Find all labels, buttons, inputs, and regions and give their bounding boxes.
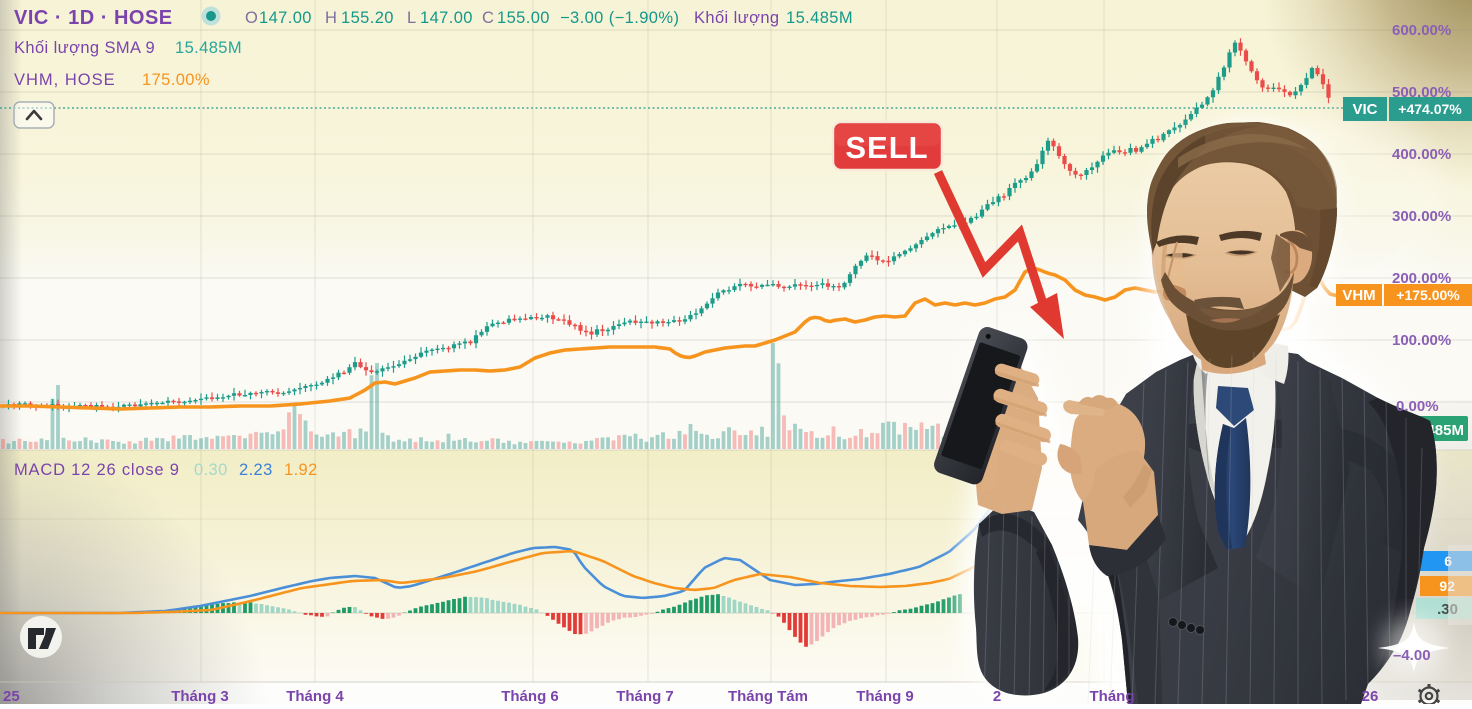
svg-text:175.00%: 175.00% (142, 71, 210, 89)
svg-text:500.00%: 500.00% (1392, 84, 1451, 101)
svg-text:155.00: 155.00 (497, 9, 550, 27)
svg-text:+175.00%: +175.00% (1396, 287, 1460, 303)
svg-text:15.485M: 15.485M (175, 39, 242, 57)
svg-text:600.00%: 600.00% (1392, 22, 1451, 39)
svg-text:O: O (245, 9, 258, 27)
svg-text:Khối lượng SMA 9: Khối lượng SMA 9 (14, 39, 155, 57)
svg-text:+474.07%: +474.07% (1398, 101, 1462, 117)
svg-text:Tháng 4: Tháng 4 (286, 688, 344, 704)
svg-text:Tháng Tám: Tháng Tám (728, 688, 808, 704)
svg-text:1.92: 1.92 (284, 461, 318, 479)
svg-text:485M: 485M (1426, 422, 1464, 439)
svg-text:SELL: SELL (845, 130, 928, 165)
svg-text:C: C (482, 9, 494, 27)
svg-text:Tháng: Tháng (1090, 688, 1135, 704)
svg-text:Tháng 9: Tháng 9 (856, 688, 914, 704)
svg-text:155.20: 155.20 (341, 9, 394, 27)
svg-text:300.00%: 300.00% (1392, 208, 1451, 225)
svg-text:26: 26 (1362, 688, 1379, 704)
svg-text:VIC · 1D · HOSE: VIC · 1D · HOSE (14, 7, 173, 29)
svg-text:VHM, HOSE: VHM, HOSE (14, 71, 116, 89)
svg-text:MACD 12 26 close 9: MACD 12 26 close 9 (14, 461, 180, 479)
svg-text:15.485M: 15.485M (786, 9, 853, 27)
svg-text:L: L (407, 9, 417, 27)
svg-text:Tháng 3: Tháng 3 (171, 688, 229, 704)
svg-text:147.00: 147.00 (420, 9, 473, 27)
svg-text:VIC: VIC (1352, 101, 1377, 118)
svg-text:400.00%: 400.00% (1392, 146, 1451, 163)
svg-text:Tháng 7: Tháng 7 (616, 688, 674, 704)
svg-text:0.30: 0.30 (194, 461, 228, 479)
svg-text:25: 25 (3, 688, 20, 704)
svg-text:2.23: 2.23 (239, 461, 273, 479)
svg-text:VHM: VHM (1342, 287, 1375, 304)
svg-text:100.00%: 100.00% (1392, 332, 1451, 349)
svg-text:−3.00 (−1.90%): −3.00 (−1.90%) (560, 9, 679, 27)
svg-text:Tháng 6: Tháng 6 (501, 688, 559, 704)
svg-text:147.00: 147.00 (259, 9, 312, 27)
svg-text:200.00%: 200.00% (1392, 270, 1451, 287)
svg-text:0.00%: 0.00% (1396, 398, 1439, 415)
svg-text:–4.00: –4.00 (1393, 647, 1431, 664)
svg-text:H: H (325, 9, 337, 27)
svg-text:2: 2 (993, 688, 1001, 704)
svg-text:Khối lượng: Khối lượng (694, 9, 780, 27)
